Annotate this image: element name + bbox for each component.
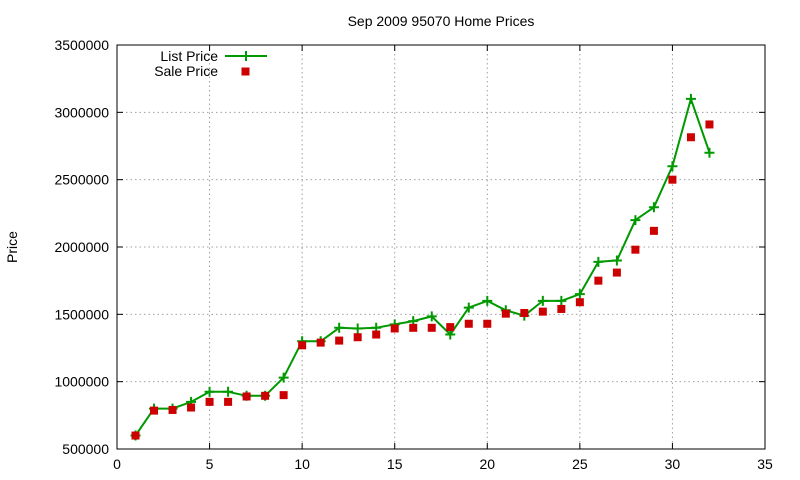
list-price-point: [574, 289, 585, 300]
sale-price-point: [649, 226, 658, 235]
sale-price-point: [316, 338, 325, 347]
sale-price-point: [631, 245, 640, 254]
y-tick-label: 3000000: [54, 104, 109, 120]
list-price-point: [482, 295, 493, 306]
sale-price-point: [446, 323, 455, 332]
sale-price-point: [594, 276, 603, 285]
sale-price-point: [464, 319, 473, 328]
sale-price-point: [409, 323, 418, 332]
sale-price-point: [612, 268, 621, 277]
legend-label-list-price: List Price: [160, 48, 218, 64]
sale-price-point: [520, 308, 529, 317]
y-tick-label: 2000000: [54, 239, 109, 255]
legend: List Price Sale Price: [154, 48, 267, 79]
sale-price-point: [427, 323, 436, 332]
y-tick-label: 3500000: [54, 37, 109, 53]
x-tick-label: 15: [387, 456, 403, 472]
sale-price-point: [298, 341, 307, 350]
sale-price-point: [501, 309, 510, 318]
sale-price-point: [168, 405, 177, 414]
sale-price-point: [261, 391, 270, 400]
list-price-point: [537, 295, 548, 306]
list-price-point: [223, 386, 234, 397]
sale-price-point: [279, 391, 288, 400]
list-price-point: [426, 311, 437, 322]
x-tick-label: 30: [665, 456, 681, 472]
list-price-point: [611, 255, 622, 266]
list-price-point: [352, 323, 363, 334]
series-layer: [130, 93, 715, 441]
sale-price-point: [187, 403, 196, 412]
list-price-point: [445, 329, 456, 340]
y-tick-label: 1500000: [54, 306, 109, 322]
y-axis-label: Price: [4, 231, 20, 263]
sale-price-point: [557, 304, 566, 313]
list-price-point: [463, 302, 474, 313]
sale-price-point: [575, 298, 584, 307]
chart-title: Sep 2009 95070 Home Prices: [348, 13, 535, 29]
sale-price-point: [131, 431, 140, 440]
sale-price-point: [372, 330, 381, 339]
x-tick-label: 0: [113, 456, 121, 472]
sale-price-point: [335, 336, 344, 345]
sale-price-point: [205, 397, 214, 406]
list-price-point: [556, 295, 567, 306]
sale-price-point: [705, 120, 714, 129]
legend-square-sale-price: [241, 67, 250, 76]
legend-plus-list-price: [241, 51, 251, 61]
list-price-point: [278, 372, 289, 383]
plot-frame: [116, 44, 766, 450]
sale-price-point: [224, 397, 233, 406]
sale-price-point: [242, 392, 251, 401]
sale-price-point: [483, 319, 492, 328]
list-price-point: [648, 202, 659, 213]
list-price-point: [685, 93, 696, 104]
y-tick-label: 2500000: [54, 172, 109, 188]
x-tick-label: 25: [572, 456, 588, 472]
axis-ticks: 0 5 10 15 20 25 30 35 500000 1000000 1500000 200000…: [54, 37, 773, 472]
sale-price-point: [668, 175, 677, 184]
x-tick-label: 10: [294, 456, 310, 472]
legend-label-sale-price: Sale Price: [154, 63, 218, 79]
sale-price-point: [353, 333, 362, 342]
y-tick-label: 1000000: [54, 374, 109, 390]
grid: [117, 45, 765, 449]
list-price-point: [593, 256, 604, 267]
sale-price-point: [538, 307, 547, 316]
list-price-point: [334, 322, 345, 333]
list-price-point: [667, 161, 678, 172]
sale-price-point: [150, 406, 159, 415]
list-price-point: [204, 386, 215, 397]
list-price-point: [630, 215, 641, 226]
x-tick-label: 20: [479, 456, 495, 472]
list-price-point: [704, 147, 715, 158]
x-tick-label: 5: [206, 456, 214, 472]
sale-price-point: [390, 324, 399, 333]
x-tick-label: 35: [757, 456, 773, 472]
y-tick-label: 500000: [62, 441, 109, 457]
list-price-line: [134, 97, 711, 437]
sale-price-point: [686, 133, 695, 142]
